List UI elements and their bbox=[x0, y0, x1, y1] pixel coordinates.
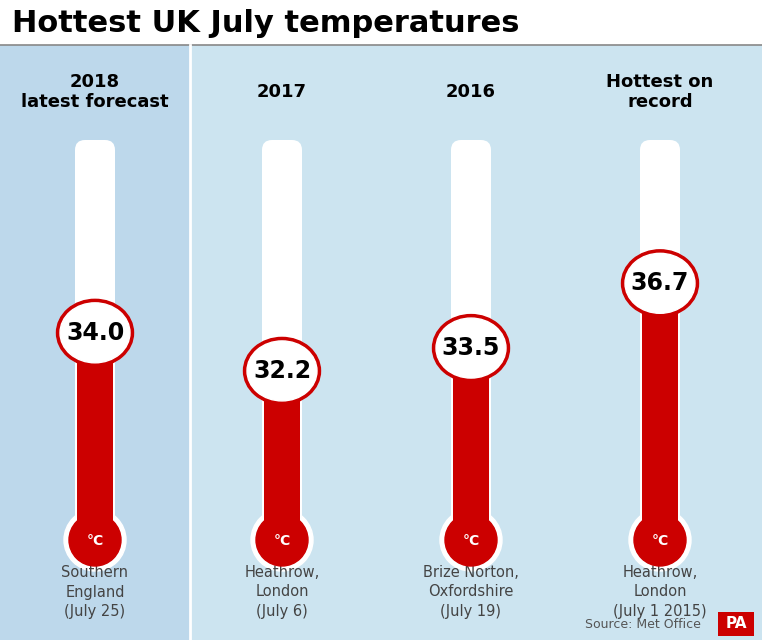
FancyBboxPatch shape bbox=[0, 0, 762, 45]
Text: 32.2: 32.2 bbox=[253, 359, 311, 383]
Text: °C: °C bbox=[86, 534, 104, 548]
Ellipse shape bbox=[625, 253, 695, 314]
Text: Heathrow,
London
(July 1 2015): Heathrow, London (July 1 2015) bbox=[613, 565, 707, 619]
Circle shape bbox=[629, 509, 691, 571]
Text: 34.0: 34.0 bbox=[66, 321, 124, 345]
Text: Heathrow,
London
(July 6): Heathrow, London (July 6) bbox=[245, 565, 319, 619]
FancyBboxPatch shape bbox=[262, 140, 302, 541]
Ellipse shape bbox=[433, 315, 510, 381]
Text: °C: °C bbox=[274, 534, 290, 548]
Circle shape bbox=[440, 509, 502, 571]
FancyBboxPatch shape bbox=[75, 140, 115, 541]
Text: Source: Met Office: Source: Met Office bbox=[585, 618, 701, 630]
Ellipse shape bbox=[56, 300, 133, 366]
Text: Brize Norton,
Oxfordshire
(July 19): Brize Norton, Oxfordshire (July 19) bbox=[423, 565, 519, 619]
Ellipse shape bbox=[60, 303, 130, 363]
FancyBboxPatch shape bbox=[264, 362, 300, 540]
Text: 36.7: 36.7 bbox=[631, 271, 689, 295]
Text: 33.5: 33.5 bbox=[442, 336, 500, 360]
Text: 2016: 2016 bbox=[446, 83, 496, 101]
FancyBboxPatch shape bbox=[642, 275, 678, 540]
Circle shape bbox=[251, 509, 313, 571]
Circle shape bbox=[64, 509, 126, 571]
Circle shape bbox=[445, 514, 497, 566]
Text: 2018
latest forecast: 2018 latest forecast bbox=[21, 72, 169, 111]
Text: °C: °C bbox=[463, 534, 479, 548]
FancyBboxPatch shape bbox=[0, 45, 190, 640]
Text: Southern
England
(July 25): Southern England (July 25) bbox=[62, 565, 129, 619]
Text: Hottest on
record: Hottest on record bbox=[607, 72, 714, 111]
Text: 2017: 2017 bbox=[257, 83, 307, 101]
Ellipse shape bbox=[247, 341, 317, 401]
Text: °C: °C bbox=[652, 534, 668, 548]
Ellipse shape bbox=[436, 318, 506, 378]
Ellipse shape bbox=[244, 337, 321, 404]
FancyBboxPatch shape bbox=[453, 339, 489, 540]
FancyBboxPatch shape bbox=[718, 612, 754, 636]
Text: Hottest UK July temperatures: Hottest UK July temperatures bbox=[12, 8, 520, 38]
Text: PA: PA bbox=[725, 616, 747, 632]
Circle shape bbox=[69, 514, 121, 566]
FancyBboxPatch shape bbox=[451, 140, 491, 541]
FancyBboxPatch shape bbox=[640, 140, 680, 541]
Circle shape bbox=[256, 514, 308, 566]
Ellipse shape bbox=[622, 250, 699, 317]
FancyBboxPatch shape bbox=[77, 324, 113, 540]
Circle shape bbox=[634, 514, 686, 566]
